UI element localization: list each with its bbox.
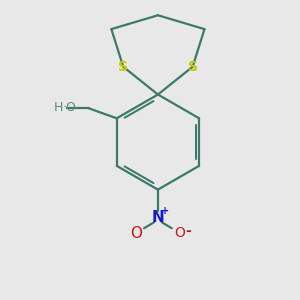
Text: -: - — [185, 224, 191, 238]
Text: O: O — [65, 101, 75, 114]
Text: S: S — [188, 60, 198, 74]
Text: +: + — [161, 206, 169, 216]
Text: ·: · — [62, 101, 66, 114]
Text: O: O — [174, 226, 185, 240]
Text: S: S — [118, 60, 128, 74]
Text: H: H — [54, 101, 63, 114]
Text: N: N — [152, 210, 164, 225]
Text: O: O — [130, 226, 142, 241]
